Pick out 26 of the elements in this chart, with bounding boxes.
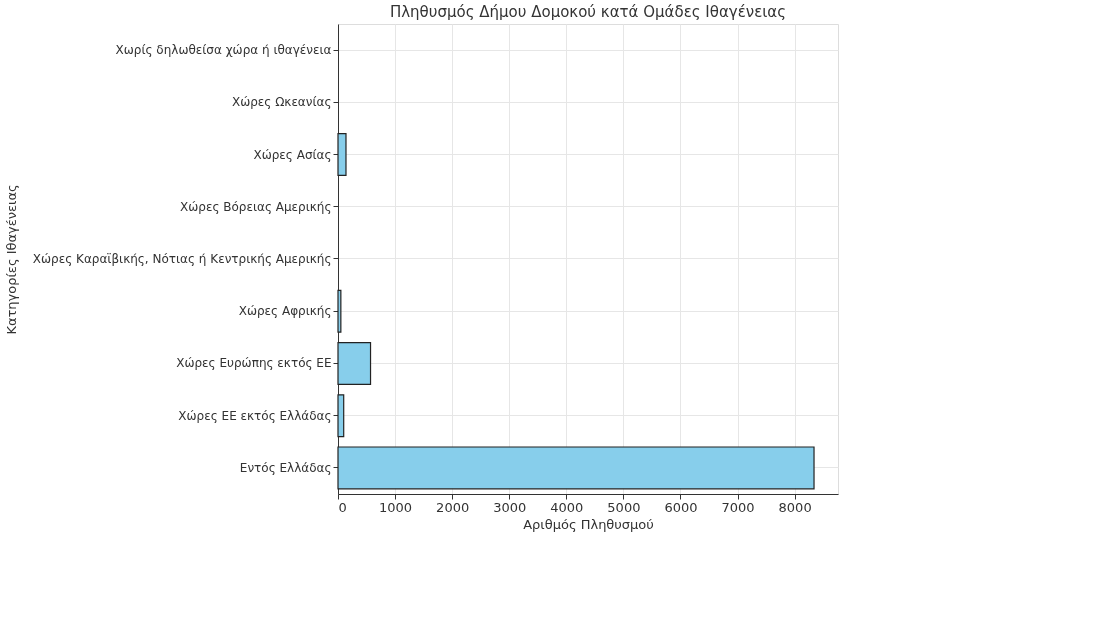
y-tick-label: Χώρες ΕΕ εκτός Ελλάδας bbox=[178, 408, 332, 423]
y-tick-label: Χώρες Καραϊβικής, Νότιας ή Κεντρικής Αμερικής bbox=[32, 252, 332, 266]
bar bbox=[337, 133, 347, 177]
x-tick-label: 7000 bbox=[721, 499, 755, 515]
bar bbox=[337, 446, 815, 490]
y-axis-title: Κατηγορίες Ιθαγένειας bbox=[3, 184, 19, 335]
x-tick-label: 1000 bbox=[379, 499, 413, 515]
x-tick-label: 3000 bbox=[493, 499, 527, 515]
x-tick-label: 0 bbox=[338, 499, 347, 515]
bar bbox=[337, 394, 345, 438]
y-tick-label: Εντός Ελλάδας bbox=[239, 460, 332, 475]
bar bbox=[337, 341, 372, 385]
bar bbox=[337, 289, 342, 333]
x-tick-label: 8000 bbox=[778, 499, 812, 515]
x-tick-label: 4000 bbox=[550, 499, 584, 515]
x-axis-title: Αριθμός Πληθυσμού bbox=[523, 516, 654, 532]
y-tick-label: Χώρες Ασίας bbox=[253, 147, 332, 162]
x-tick-label: 2000 bbox=[436, 499, 470, 515]
y-tick-label: Χώρες Ωκεανίας bbox=[231, 95, 332, 110]
chart-title: Πληθυσμός Δήμου Δομοκού κατά Ομάδες Ιθαγένειας bbox=[389, 3, 787, 21]
x-tick-label: 5000 bbox=[607, 499, 641, 515]
y-tick-label: Χωρίς δηλωθείσα χώρα ή ιθαγένεια bbox=[115, 43, 332, 58]
x-tick-label: 6000 bbox=[664, 499, 698, 515]
y-tick-label: Χώρες Βόρειας Αμερικής bbox=[180, 199, 332, 214]
y-tick-label: Χώρες Αφρικής bbox=[238, 304, 332, 319]
y-tick-label: Χώρες Ευρώπης εκτός ΕΕ bbox=[176, 356, 332, 371]
